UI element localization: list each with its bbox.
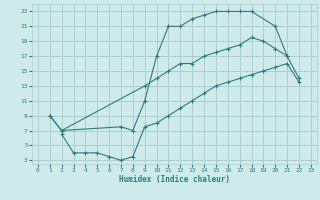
X-axis label: Humidex (Indice chaleur): Humidex (Indice chaleur) [119, 175, 230, 184]
